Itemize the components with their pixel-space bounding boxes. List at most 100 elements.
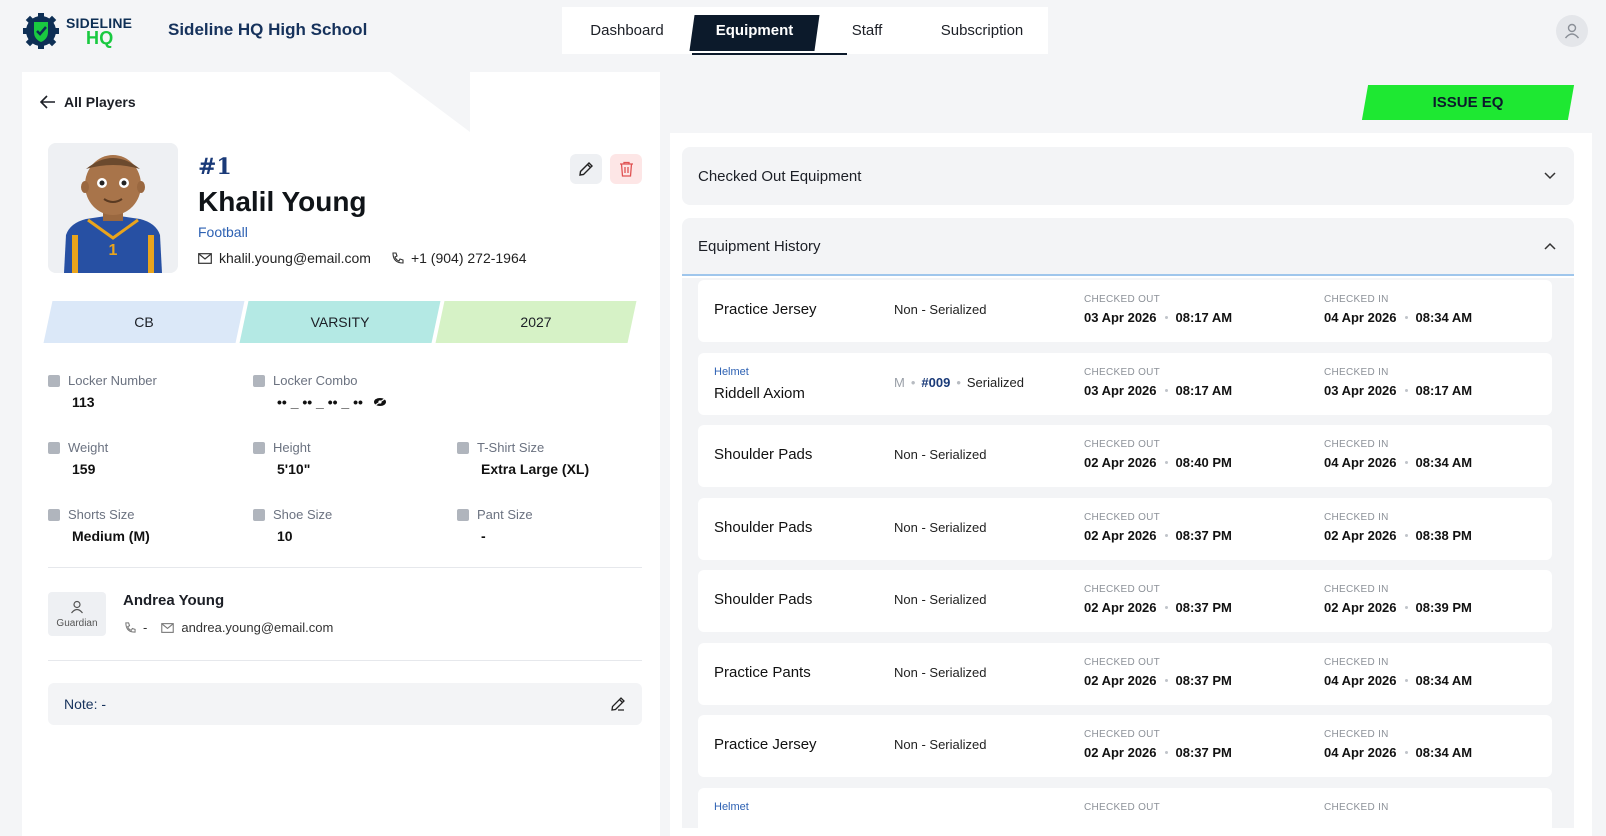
serialization-type: Non - Serialized xyxy=(894,592,987,607)
year-tag: 2027 xyxy=(440,301,632,343)
checked-out-label: CHECKED OUT xyxy=(1084,729,1161,740)
checked-out-time: 08:40 PM xyxy=(1175,455,1232,470)
equipment-type: Non - Serialized xyxy=(894,665,987,680)
ruler-icon xyxy=(253,441,265,454)
checked-in-time: 08:34 AM xyxy=(1415,745,1473,760)
checked-in-date: 04 Apr 2026 xyxy=(1324,672,1397,688)
history-row[interactable]: Shoulder Pads Non - Serialized CHECKED OUT… xyxy=(698,425,1552,487)
player-avatar: 1 xyxy=(48,143,178,273)
checked-in-label: CHECKED IN xyxy=(1324,584,1389,595)
checked-in-date: 03 Apr 2026 xyxy=(1324,382,1397,398)
separator-dot: • xyxy=(910,374,916,390)
separator-dot xyxy=(1404,533,1408,537)
user-avatar-button[interactable] xyxy=(1556,15,1588,47)
checked-out: CHECKED OUT 02 Apr 2026 08:37 PM xyxy=(1084,512,1232,543)
tab-staff[interactable]: Staff xyxy=(817,11,917,51)
history-row[interactable]: Shoulder Pads Non - Serialized CHECKED OUT… xyxy=(698,497,1552,560)
combo-icon xyxy=(253,374,265,387)
history-row[interactable]: Helmet CHECKED OUT CHECKED IN xyxy=(698,787,1552,828)
delete-player-button[interactable] xyxy=(610,154,642,184)
checked-out: CHECKED OUT 02 Apr 2026 08:40 PM xyxy=(1084,439,1232,470)
guardian-phone[interactable]: - xyxy=(124,620,147,635)
issue-equipment-button[interactable]: ISSUE EQ xyxy=(1365,85,1571,120)
shoe-icon xyxy=(253,508,265,521)
separator-dot xyxy=(1404,388,1408,392)
checked-out-value: 03 Apr 2026 08:17 AM xyxy=(1084,383,1232,398)
edit-player-button[interactable] xyxy=(570,154,602,184)
checked-out-label: CHECKED OUT xyxy=(1084,584,1161,595)
checked-in-value: 04 Apr 2026 08:34 AM xyxy=(1324,310,1472,325)
checked-in-date: 04 Apr 2026 xyxy=(1324,310,1397,325)
tab-subscription-label: Subscription xyxy=(940,22,1024,39)
attr-label: Height xyxy=(273,440,311,455)
player-sport: Football xyxy=(198,224,248,240)
player-phone[interactable]: +1 (904) 272-1964 xyxy=(391,250,527,266)
checked-out-label: CHECKED OUT xyxy=(1084,439,1161,450)
guardian-email[interactable]: andrea.young@email.com xyxy=(161,620,333,635)
checked-out-accordion[interactable]: Checked Out Equipment xyxy=(682,147,1574,205)
eye-off-icon[interactable] xyxy=(373,397,387,407)
player-email[interactable]: khalil.young@email.com xyxy=(198,250,371,266)
history-row[interactable]: Practice Pants Non - Serialized CHECKED OU… xyxy=(698,642,1552,705)
checked-in-date: 02 Apr 2026 xyxy=(1324,527,1397,543)
checked-in-value: 02 Apr 2026 08:39 PM xyxy=(1324,600,1472,615)
separator-dot xyxy=(1404,606,1408,609)
separator-dot xyxy=(1404,461,1408,464)
attr-shorts: Shorts Size Medium (M) xyxy=(48,507,150,544)
separator-dot xyxy=(1164,388,1168,392)
history-row[interactable]: Shoulder Pads Non - Serialized CHECKED OUT… xyxy=(698,570,1552,632)
checked-in-value: 02 Apr 2026 08:38 PM xyxy=(1324,528,1472,543)
equipment-history-list[interactable]: Practice Jersey Non - Serialized CHECKED O… xyxy=(682,278,1574,828)
scale-icon xyxy=(48,441,60,454)
history-row[interactable]: Practice Jersey Non - Serialized CHECKED O… xyxy=(698,715,1552,777)
checked-out-value: 02 Apr 2026 08:37 PM xyxy=(1084,745,1232,760)
logo-wordmark: SIDELINE HQ xyxy=(66,16,132,48)
user-icon xyxy=(1564,23,1580,39)
back-to-players-link[interactable]: All Players xyxy=(40,94,136,110)
tab-equipment[interactable]: Equipment xyxy=(692,11,847,55)
attr-weight: Weight 159 xyxy=(48,440,108,477)
checked-out-label: CHECKED OUT xyxy=(1084,366,1161,378)
equipment-type: Non - Serialized xyxy=(894,737,987,752)
attr-label: Locker Combo xyxy=(273,373,358,388)
mail-icon xyxy=(161,622,175,633)
equipment-type: Non - Serialized xyxy=(894,302,987,317)
equipment-type: Non - Serialized xyxy=(894,520,987,535)
player-phone-text: +1 (904) 272-1964 xyxy=(410,250,527,266)
separator-dot xyxy=(1164,533,1168,537)
tab-dashboard[interactable]: Dashboard xyxy=(562,11,692,51)
equipment-name: Riddell Axiom xyxy=(714,384,805,402)
guardian-role: Guardian xyxy=(56,617,98,629)
tab-subscription[interactable]: Subscription xyxy=(917,11,1047,51)
equipment-size: M xyxy=(894,374,905,390)
checked-out-date: 03 Apr 2026 xyxy=(1084,382,1157,398)
checked-in: CHECKED IN 04 Apr 2026 08:34 AM xyxy=(1324,294,1472,325)
checked-in: CHECKED IN xyxy=(1324,802,1389,813)
guardian-email-text: andrea.young@email.com xyxy=(181,620,334,635)
history-row[interactable]: Practice Jersey Non - Serialized CHECKED O… xyxy=(698,280,1552,342)
checked-out: CHECKED OUT 02 Apr 2026 08:37 PM xyxy=(1084,584,1232,615)
attr-label: T-Shirt Size xyxy=(477,440,545,455)
jersey-number: #1 xyxy=(198,154,232,180)
checked-in-value: 04 Apr 2026 08:34 AM xyxy=(1324,745,1472,760)
attr-value: 113 xyxy=(72,394,95,410)
equipment-history-accordion[interactable]: Equipment History xyxy=(682,218,1574,276)
checked-in-label: CHECKED IN xyxy=(1324,294,1389,305)
separator-dot xyxy=(1404,678,1408,682)
attr-value: •• _ •• _ •• _ •• xyxy=(277,394,363,410)
year-tag-label: 2027 xyxy=(520,314,552,330)
equipment-name: Shoulder Pads xyxy=(714,518,813,536)
checked-in-label: CHECKED IN xyxy=(1324,729,1389,740)
guardian-phone-text: - xyxy=(143,620,148,635)
serialization-type: Non - Serialized xyxy=(894,737,987,752)
checked-out-value: 03 Apr 2026 08:17 AM xyxy=(1084,310,1232,325)
checked-in-time: 08:38 PM xyxy=(1415,527,1472,543)
position-tag: CB xyxy=(48,301,240,343)
checked-in: CHECKED IN 04 Apr 2026 08:34 AM xyxy=(1324,657,1472,688)
checked-out-time: 08:17 AM xyxy=(1175,382,1233,398)
tab-staff-label: Staff xyxy=(851,22,883,39)
app-logo[interactable]: SIDELINE HQ xyxy=(22,12,132,50)
history-row[interactable]: Helmet Riddell Axiom M • #009 • Serialized CHEC… xyxy=(698,352,1552,415)
edit-note-pencil-icon[interactable] xyxy=(610,696,626,712)
guardian-contact: - andrea.young@email.com xyxy=(124,620,333,635)
